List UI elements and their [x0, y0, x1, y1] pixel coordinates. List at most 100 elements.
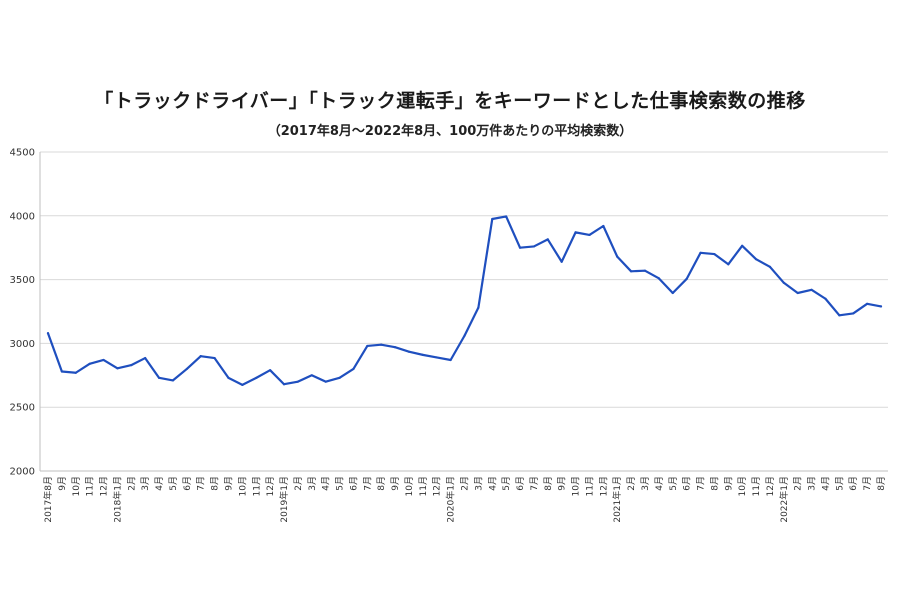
data-point	[185, 367, 188, 371]
data-point	[838, 314, 841, 317]
data-point	[477, 306, 480, 309]
data-point	[463, 334, 466, 337]
data-point	[699, 251, 702, 254]
gridlines	[40, 151, 888, 472]
x-tick-label: 9月	[57, 476, 68, 491]
data-point	[713, 252, 716, 256]
x-tick-label: 3月	[140, 476, 151, 491]
x-tick-label: 5月	[335, 476, 346, 491]
x-tick-label: 6月	[348, 476, 359, 491]
y-tick-label: 3000	[10, 339, 35, 350]
data-point	[671, 291, 674, 295]
data-point	[130, 363, 133, 367]
x-tick-label: 6月	[682, 476, 693, 491]
data-point	[199, 355, 202, 358]
series-layer	[46, 215, 883, 386]
x-tick-label: 7月	[862, 476, 873, 491]
y-tick-label: 2500	[10, 403, 35, 414]
x-tick-label: 10月	[237, 476, 248, 496]
data-point	[866, 302, 869, 305]
data-point	[255, 376, 258, 379]
x-tick-label: 11月	[584, 476, 595, 496]
x-tick-label: 3月	[807, 476, 818, 491]
x-tick-label: 8月	[210, 476, 221, 491]
x-tick-label: 4月	[487, 476, 498, 491]
y-tick-label: 4000	[10, 211, 35, 222]
data-point	[407, 350, 411, 353]
data-point	[879, 305, 883, 308]
x-tick-label: 4月	[654, 476, 665, 491]
data-point	[782, 281, 785, 284]
x-tick-label: 2017年8月	[42, 476, 54, 523]
x-tick-label: 2020年1月	[445, 476, 457, 523]
data-point	[241, 383, 244, 386]
x-tick-label: 10月	[571, 476, 582, 496]
data-point	[352, 367, 355, 371]
x-tick-label: 12月	[265, 476, 276, 496]
data-point	[88, 362, 91, 365]
chart-title: 「トラックドライバー」「トラック運転手」をキーワードとした仕事検索数の推移	[94, 90, 806, 112]
data-point	[296, 380, 299, 383]
data-point	[269, 369, 272, 372]
x-tick-label: 2月	[460, 476, 471, 491]
data-point	[810, 288, 813, 291]
x-tick-label: 7月	[529, 476, 540, 491]
data-point	[560, 260, 563, 263]
x-tick-label: 4月	[820, 476, 831, 491]
data-point	[491, 217, 494, 221]
x-tick-label: 9月	[723, 476, 734, 491]
y-tick-label: 4500	[10, 148, 35, 159]
x-tick-label: 2月	[126, 476, 137, 491]
x-tick-label: 10月	[71, 476, 82, 496]
x-tick-label: 2021年1月	[611, 476, 623, 523]
x-tick-label: 5月	[501, 476, 512, 491]
x-tick-label: 6月	[182, 476, 193, 491]
data-point	[754, 258, 758, 261]
y-tick-labels: 2000 2500 3000 3500 4000 4500	[10, 148, 35, 478]
data-point	[657, 277, 660, 280]
series-line	[46, 215, 883, 386]
x-tick-label: 7月	[362, 476, 373, 491]
x-tick-label: 6月	[848, 476, 859, 491]
data-point	[630, 270, 633, 273]
data-point	[366, 344, 369, 348]
data-point	[546, 238, 549, 241]
chart-subtitle: （2017年8月～2022年8月、100万件あたりの平均検索数）	[267, 124, 633, 139]
data-point	[588, 233, 591, 237]
y-tick-label: 2000	[10, 467, 35, 478]
x-tick-label: 9月	[557, 476, 568, 491]
x-tick-label: 5月	[834, 476, 845, 491]
data-point	[616, 255, 619, 258]
x-tick-label: 2018年1月	[111, 476, 123, 523]
x-tick-label: 7月	[196, 476, 207, 491]
data-point	[768, 265, 772, 268]
x-tick-label: 7月	[696, 476, 707, 491]
data-point	[74, 371, 77, 374]
data-point	[421, 353, 424, 356]
x-tick-label: 12月	[432, 476, 443, 496]
data-point	[282, 383, 286, 386]
x-tick-label: 2022年1月	[778, 476, 790, 523]
data-point	[393, 346, 397, 349]
data-point	[505, 215, 508, 218]
x-tick-label: 4月	[321, 476, 332, 491]
x-tick-label: 12月	[99, 476, 110, 496]
x-tick-label: 2月	[293, 476, 304, 491]
data-point	[380, 343, 383, 346]
x-tick-label: 2019年1月	[278, 476, 290, 523]
data-point	[227, 376, 230, 379]
data-point	[46, 332, 50, 335]
data-point	[144, 356, 147, 360]
data-point	[602, 224, 605, 228]
x-tick-label: 10月	[737, 476, 748, 496]
data-point	[338, 376, 341, 379]
axes	[39, 152, 888, 472]
data-point	[116, 367, 119, 370]
data-point	[449, 358, 452, 362]
x-tick-label: 8月	[876, 476, 887, 491]
data-point	[741, 244, 744, 247]
data-point	[685, 277, 688, 281]
data-point	[643, 269, 647, 272]
data-point	[518, 246, 522, 249]
